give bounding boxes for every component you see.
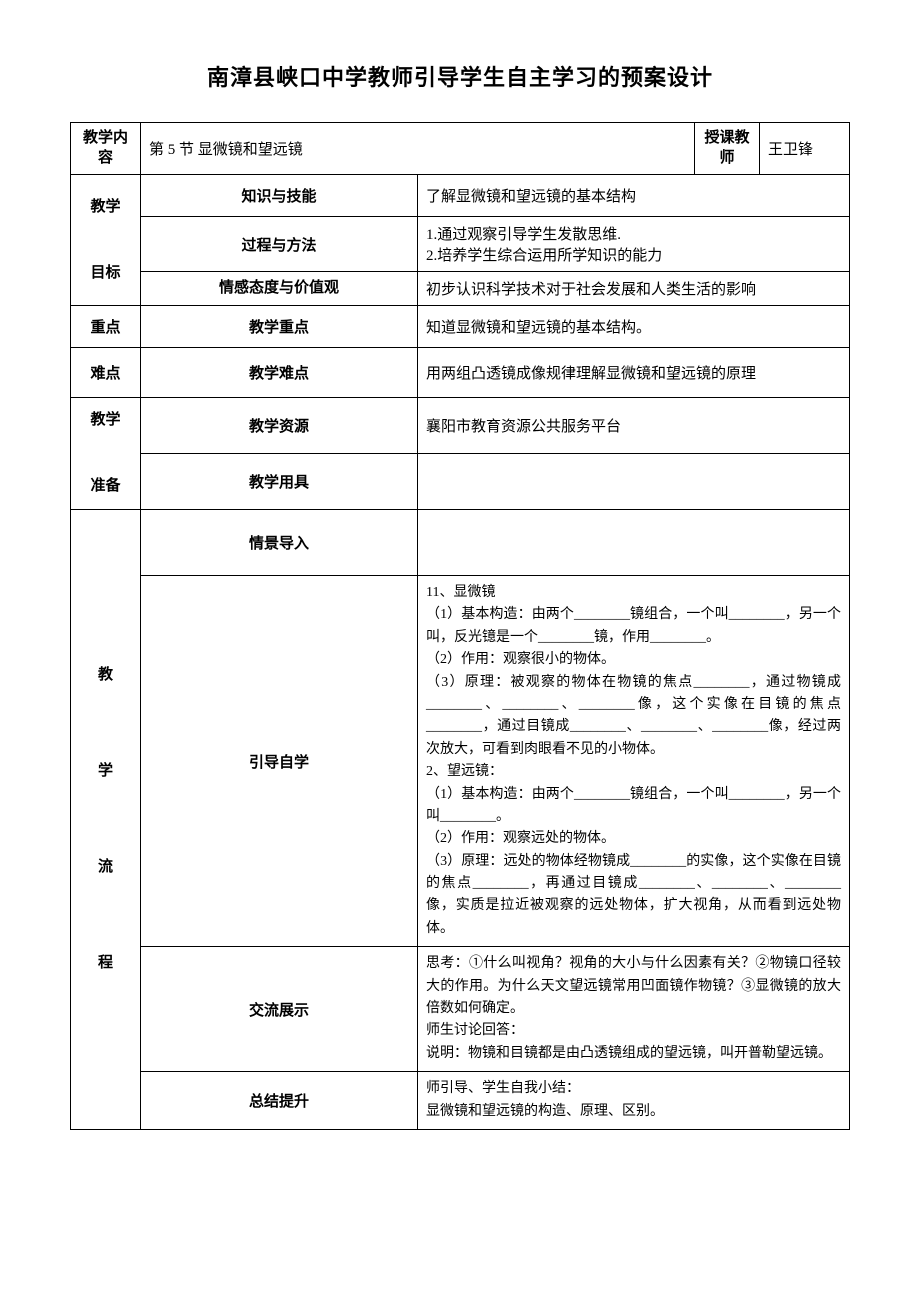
knowledge-value: 了解显微镜和望远镜的基本结构 (418, 175, 850, 217)
process-label: 过程与方法 (141, 217, 418, 272)
resource-value: 襄阳市教育资源公共服务平台 (418, 398, 850, 454)
lesson-plan-table: 教学内容 第 5 节 显微镜和望远镜 授课教师 王卫锋 教学 目标 知识与技能 … (70, 122, 850, 1130)
keypoint-value: 知道显微镜和望远镜的基本结构。 (418, 306, 850, 348)
teaching-content-value: 第 5 节 显微镜和望远镜 (141, 123, 695, 175)
selfstudy-label: 引导自学 (141, 576, 418, 947)
process-value: 1.通过观察引导学生发散思维. 2.培养学生综合运用所学知识的能力 (418, 217, 850, 272)
teacher-label: 授课教师 (695, 123, 760, 175)
selfstudy-value: 11、显微镜 （1）基本构造：由两个________镜组合，一个叫_______… (418, 576, 850, 947)
intro-label: 情景导入 (141, 510, 418, 576)
table-row: 总结提升 师引导、学生自我小结： 显微镜和望远镜的构造、原理、区别。 (71, 1072, 850, 1130)
discuss-value: 思考：①什么叫视角？视角的大小与什么因素有关？②物镜口径较大的作用。为什么天文望… (418, 947, 850, 1072)
teaching-goal-label: 教学 目标 (71, 175, 141, 306)
prep-label: 教学 准备 (71, 398, 141, 510)
summary-value: 师引导、学生自我小结： 显微镜和望远镜的构造、原理、区别。 (418, 1072, 850, 1130)
keypoint-sublabel: 教学重点 (141, 306, 418, 348)
discuss-label: 交流展示 (141, 947, 418, 1072)
knowledge-label: 知识与技能 (141, 175, 418, 217)
table-row: 引导自学 11、显微镜 （1）基本构造：由两个________镜组合，一个叫__… (71, 576, 850, 947)
keypoint-label: 重点 (71, 306, 141, 348)
table-row: 情感态度与价值观 初步认识科学技术对于社会发展和人类生活的影响 (71, 272, 850, 306)
table-row: 教学用具 (71, 454, 850, 510)
intro-value (418, 510, 850, 576)
teaching-content-label: 教学内容 (71, 123, 141, 175)
summary-label: 总结提升 (141, 1072, 418, 1130)
table-row: 教学 目标 知识与技能 了解显微镜和望远镜的基本结构 (71, 175, 850, 217)
difficult-sublabel: 教学难点 (141, 348, 418, 398)
table-row: 教学 准备 教学资源 襄阳市教育资源公共服务平台 (71, 398, 850, 454)
teacher-name: 王卫锋 (760, 123, 850, 175)
table-row: 教 学 流 程 情景导入 (71, 510, 850, 576)
table-row: 过程与方法 1.通过观察引导学生发散思维. 2.培养学生综合运用所学知识的能力 (71, 217, 850, 272)
difficult-value: 用两组凸透镜成像规律理解显微镜和望远镜的原理 (418, 348, 850, 398)
tools-label: 教学用具 (141, 454, 418, 510)
table-row: 难点 教学难点 用两组凸透镜成像规律理解显微镜和望远镜的原理 (71, 348, 850, 398)
resource-label: 教学资源 (141, 398, 418, 454)
tools-value (418, 454, 850, 510)
emotion-value: 初步认识科学技术对于社会发展和人类生活的影响 (418, 272, 850, 306)
difficult-label: 难点 (71, 348, 141, 398)
page-title: 南漳县峡口中学教师引导学生自主学习的预案设计 (70, 60, 850, 92)
table-row: 交流展示 思考：①什么叫视角？视角的大小与什么因素有关？②物镜口径较大的作用。为… (71, 947, 850, 1072)
table-row: 教学内容 第 5 节 显微镜和望远镜 授课教师 王卫锋 (71, 123, 850, 175)
process-label-main: 教 学 流 程 (71, 510, 141, 1130)
table-row: 重点 教学重点 知道显微镜和望远镜的基本结构。 (71, 306, 850, 348)
emotion-label: 情感态度与价值观 (141, 272, 418, 306)
